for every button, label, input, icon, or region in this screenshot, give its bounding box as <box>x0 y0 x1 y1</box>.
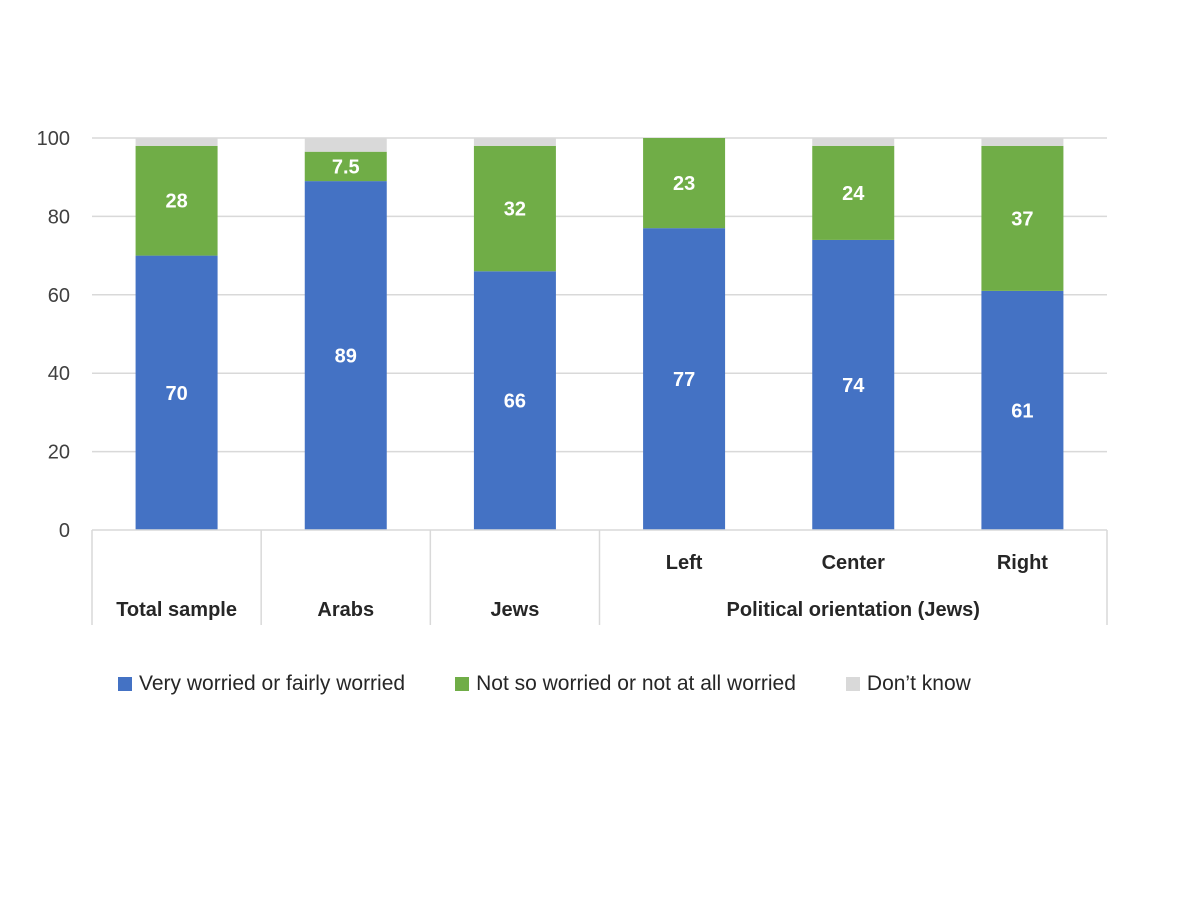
y-tick-label: 100 <box>37 128 70 150</box>
y-tick-label: 60 <box>48 285 70 307</box>
bar-segment <box>135 255 218 530</box>
bar-segment <box>135 145 218 256</box>
legend-swatch-dont-know <box>845 677 860 691</box>
data-label: 24 <box>842 183 865 205</box>
y-tick-label: 80 <box>48 206 70 228</box>
data-label: 89 <box>335 346 357 368</box>
x-group-label: Political orientation (Jews) <box>727 599 980 621</box>
bar-segment <box>812 239 895 531</box>
y-tick-label: 0 <box>59 520 70 542</box>
data-label: 74 <box>842 375 865 397</box>
y-tick-label: 40 <box>48 363 70 385</box>
bar-segment <box>304 181 387 530</box>
data-label: 32 <box>504 199 526 221</box>
legend-label-not-worried: Not so worried or not at all worried <box>476 672 796 695</box>
legend-label-dont-know: Don’t know <box>866 672 971 695</box>
data-label: 61 <box>1011 400 1033 422</box>
bars: 70 28 89 7.5 66 32 77 23 74 24 61 37 <box>135 138 1064 531</box>
bar-segment <box>135 138 218 146</box>
bar-segment <box>304 151 387 182</box>
data-label: 70 <box>165 383 187 405</box>
x-group-label: Jews <box>490 599 539 621</box>
bar-segment <box>473 145 556 272</box>
legend: Very worried or fairly worried Not so wo… <box>118 672 971 696</box>
legend-swatch-very-worried <box>118 677 132 691</box>
x-group-label: Total sample <box>116 599 237 621</box>
x-tick-label: Left <box>666 552 703 574</box>
data-label: 23 <box>673 173 695 195</box>
bar-segment <box>981 290 1064 530</box>
y-tick-label: 20 <box>48 442 70 464</box>
gridlines <box>92 137 1107 453</box>
data-label: 7.5 <box>332 156 360 178</box>
bar-segment <box>304 138 387 152</box>
data-label: 37 <box>1011 208 1033 230</box>
bar-segment <box>812 145 895 240</box>
bar-segment <box>812 138 895 146</box>
legend-item-dont-know: Don’t know <box>845 672 971 696</box>
x-tick-label: Right <box>997 552 1048 574</box>
legend-label-very-worried: Very worried or fairly worried <box>139 672 406 695</box>
bar-segment <box>643 228 726 530</box>
bar-segment <box>643 138 726 229</box>
bar-segment <box>981 138 1064 146</box>
data-label: 66 <box>504 391 526 413</box>
data-label: 77 <box>673 369 695 391</box>
legend-item-not-worried: Not so worried or not at all worried <box>455 672 796 696</box>
x-group-label: Arabs <box>317 599 374 621</box>
data-label: 28 <box>165 191 187 213</box>
bar-segment <box>981 145 1064 291</box>
bar-segment <box>473 271 556 530</box>
bar-segment <box>473 138 556 146</box>
legend-swatch-not-worried <box>455 677 470 691</box>
x-tick-label: Center <box>822 552 886 574</box>
legend-item-very-worried: Very worried or fairly worried <box>118 672 405 696</box>
axes: 0 20 40 60 80 100 Left Center Right Total sample A… <box>37 128 1108 625</box>
